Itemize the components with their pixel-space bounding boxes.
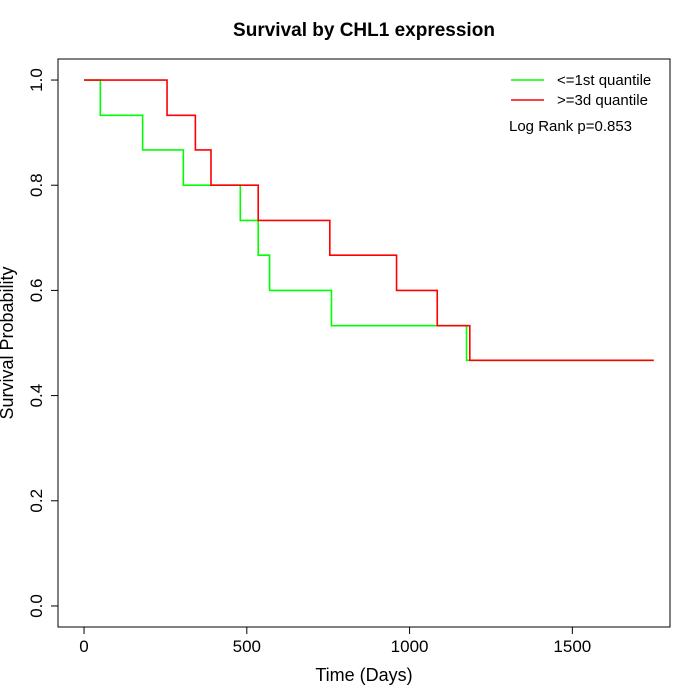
series-line-2 [84, 79, 654, 362]
x-tick-label: 0 [79, 637, 88, 656]
legend: <=1st quantile >=3d quantile [511, 72, 651, 109]
series-layer [84, 79, 654, 362]
y-tick-label: 0.4 [27, 384, 46, 408]
y-tick-label: 0.0 [27, 594, 46, 618]
y-tick-label: 0.6 [27, 279, 46, 303]
x-tick-label: 1500 [553, 637, 591, 656]
y-axis: 0.0 0.2 0.4 0.6 0.8 1.0 [27, 68, 59, 618]
y-axis-label: Survival Probability [0, 266, 17, 419]
x-axis-label: Time (Days) [315, 665, 412, 685]
chart-title: Survival by CHL1 expression [233, 20, 495, 41]
y-tick-label: 1.0 [27, 68, 46, 92]
y-tick-label: 0.8 [27, 173, 46, 197]
legend-label: <=1st quantile [557, 72, 651, 89]
x-tick-label: 500 [233, 637, 261, 656]
legend-label: >=3d quantile [557, 92, 648, 109]
x-tick-label: 1000 [391, 637, 429, 656]
series-line-1 [84, 79, 654, 362]
y-tick-label: 0.2 [27, 489, 46, 513]
x-axis: 0 500 1000 1500 [79, 626, 591, 656]
log-rank-annotation: Log Rank p=0.853 [509, 118, 632, 135]
